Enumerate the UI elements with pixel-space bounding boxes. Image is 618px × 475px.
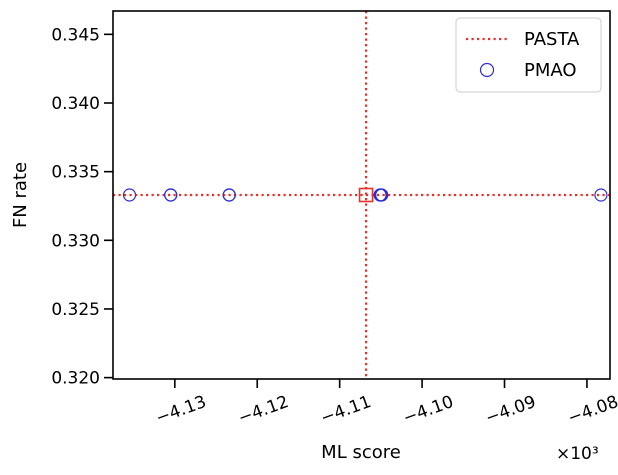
pmao-point [594,188,608,202]
pmao-series [122,188,608,202]
pasta-series [358,187,374,203]
y-tick-label: 0.345 [51,25,100,45]
legend-pasta-label: PASTA [524,29,580,50]
x-tick-label: −4.09 [483,392,539,429]
y-tick-label: 0.325 [51,300,100,320]
legend-pmao-label: PMAO [524,60,577,81]
y-axis: 0.320 0.325 0.330 0.335 0.340 0.345 [51,25,113,389]
pmao-point [222,188,236,202]
pasta-lines [113,11,610,379]
x-tick-label: −4.12 [236,392,292,429]
pasta-point [358,187,374,203]
y-tick-label: 0.320 [51,369,100,389]
x-tick-label: −4.10 [400,392,456,429]
y-tick-label: 0.335 [51,163,100,183]
x-tick-label: −4.13 [153,392,209,429]
pmao-point [122,188,137,202]
pmao-point [374,188,388,202]
y-tick-label: 0.330 [51,231,100,251]
pmao-point [164,188,178,202]
plot-frame [112,10,611,380]
x-axis-title: ML score [321,442,401,463]
x-offset-label: ×10³ [556,444,599,464]
y-axis-title: FN rate [10,162,31,228]
x-tick-label: −4.08 [565,392,618,429]
legend-pmao-swatch [479,62,495,78]
legend: PASTA PMAO [455,17,602,93]
y-tick-label: 0.340 [51,94,100,114]
x-axis: −4.13 −4.12 −4.11 −4.10 −4.09 −4.08 [153,379,618,429]
x-tick-label: −4.11 [318,392,374,429]
